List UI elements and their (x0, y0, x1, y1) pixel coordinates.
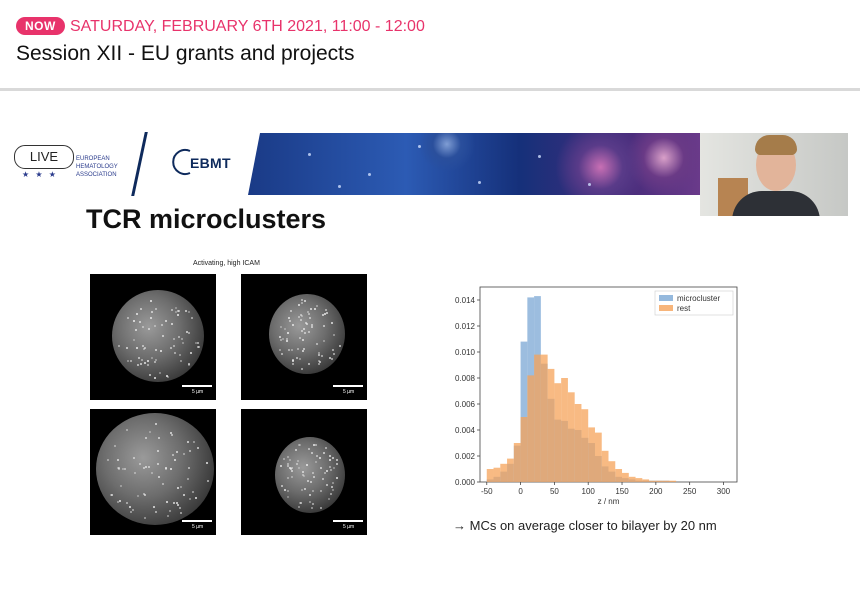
histogram-bar-rest (493, 467, 501, 482)
ebmt-logo-icon (172, 149, 191, 175)
histogram-bar-rest (588, 427, 595, 482)
histogram-bar-rest (547, 368, 555, 482)
y-tick-label: 0.010 (455, 348, 476, 357)
histogram-bar-rest (608, 461, 616, 482)
y-tick-label: 0.012 (455, 322, 476, 331)
x-tick-label: 150 (615, 487, 629, 496)
histogram-bar-rest (622, 472, 629, 482)
histogram-bar-rest (649, 480, 656, 482)
speaker-webcam (700, 133, 848, 216)
eha-logo-text: EUROPEAN HEMATOLOGY ASSOCIATION (76, 156, 118, 178)
now-badge: NOW (16, 17, 65, 35)
histogram-bar-rest (486, 469, 494, 482)
ebmt-logo-text: EBMT (190, 155, 231, 171)
legend-label-rest: rest (677, 304, 691, 313)
slide-banner-image (248, 133, 700, 195)
histogram-svg: -50 0 50 100 150 200 250 300 0.000 0.002 0.004 0.00… (455, 286, 738, 506)
y-tick-label: 0.004 (455, 426, 476, 435)
histogram-bar-rest (594, 432, 602, 482)
x-tick-label: 300 (717, 487, 731, 496)
y-tick-label: 0.000 (455, 478, 476, 487)
slide-conclusion: → MCs on average closer to bilayer by 20… (453, 518, 717, 533)
y-tick-label: 0.006 (455, 400, 476, 409)
histogram-bar-rest (601, 450, 609, 482)
y-tick-label: 0.014 (455, 296, 476, 305)
micrograph-caption: Activating, high ICAM (193, 260, 260, 267)
histogram-bar-rest (628, 476, 636, 482)
histogram-bar-rest (642, 479, 650, 482)
y-tick-label: 0.008 (455, 374, 476, 383)
eha-logo-icon: ★ ★ ★ (22, 170, 58, 179)
micrograph-2: 5 µm (241, 274, 367, 400)
z-distribution-histogram: -50 0 50 100 150 200 250 300 0.000 0.002 0.004 0.00… (440, 283, 745, 508)
x-tick-label: 100 (582, 487, 596, 496)
histogram-bar-rest (574, 404, 582, 482)
histogram-bar-rest (635, 478, 643, 482)
session-date-time: SATURDAY, FEBRUARY 6TH 2021, 11:00 - 12:… (70, 18, 425, 35)
y-tick-label: 0.002 (455, 452, 476, 461)
histogram-bar-rest (554, 383, 562, 482)
x-tick-label: -50 (481, 487, 493, 496)
header-divider (0, 88, 860, 91)
live-badge: LIVE (14, 145, 74, 169)
x-tick-label: 250 (683, 487, 697, 496)
histogram-bar-rest (561, 378, 568, 482)
histogram-bar-rest (540, 354, 548, 482)
session-title: Session XII - EU grants and projects (16, 42, 355, 65)
histogram-bar-rest (520, 417, 528, 482)
histogram-bar-microcluster (520, 341, 528, 482)
micrograph-3: 5 µm (90, 409, 216, 535)
histogram-bar-rest (534, 354, 541, 482)
micrograph-1: 5 µm (90, 274, 216, 400)
x-tick-label: 0 (518, 487, 523, 496)
histogram-bar-rest (513, 443, 521, 482)
session-header: NOW SATURDAY, FEBRUARY 6TH 2021, 11:00 -… (0, 0, 860, 90)
histogram-bar-rest (669, 480, 677, 482)
histogram-bar-rest (507, 458, 514, 482)
micrograph-4: 5 µm (241, 409, 367, 535)
x-axis-label: z / nm (598, 497, 620, 506)
histogram-bar-rest (655, 480, 663, 482)
histogram-bar-rest (527, 375, 535, 482)
histogram-bar-rest (500, 463, 508, 482)
histogram-bar-rest (662, 480, 670, 482)
slide-title: TCR microclusters (86, 204, 327, 234)
legend-swatch-microcluster (659, 295, 673, 301)
histogram-bar-rest (567, 392, 575, 482)
x-tick-label: 50 (550, 487, 559, 496)
histogram-bar-rest (615, 469, 623, 482)
x-tick-label: 200 (649, 487, 663, 496)
histogram-bar-rest (581, 409, 589, 482)
legend-label-microcluster: microcluster (677, 294, 720, 303)
legend-swatch-rest (659, 305, 673, 311)
